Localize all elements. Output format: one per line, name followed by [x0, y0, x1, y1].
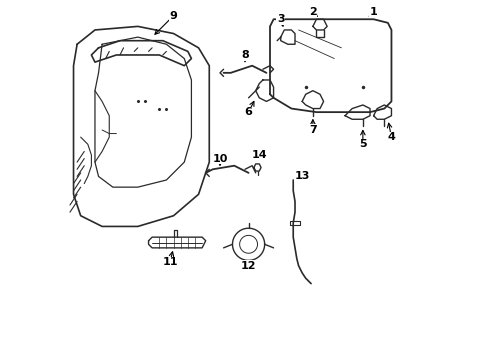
Text: 8: 8 [241, 50, 249, 60]
Text: 6: 6 [245, 107, 252, 117]
Text: 7: 7 [309, 125, 317, 135]
Text: 9: 9 [170, 11, 177, 21]
Text: 12: 12 [241, 261, 256, 271]
Text: 14: 14 [251, 150, 267, 160]
Text: 2: 2 [309, 7, 317, 17]
Text: 3: 3 [277, 14, 285, 24]
Text: 5: 5 [359, 139, 367, 149]
Text: 10: 10 [212, 154, 228, 163]
Text: 11: 11 [162, 257, 178, 267]
Text: 13: 13 [294, 171, 310, 181]
Text: 4: 4 [388, 132, 395, 142]
Text: 1: 1 [370, 7, 377, 17]
